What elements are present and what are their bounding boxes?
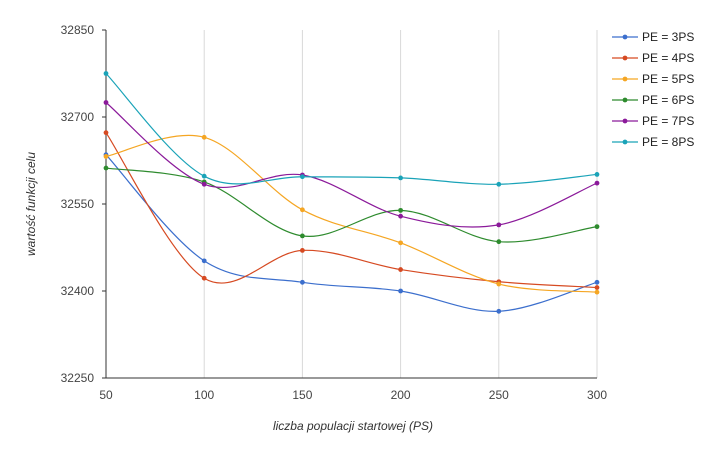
- data-point: [594, 279, 600, 285]
- data-point: [103, 165, 109, 171]
- x-tick-label: 250: [489, 388, 509, 402]
- data-point: [398, 267, 403, 272]
- x-tick-label: 50: [99, 388, 113, 402]
- data-point: [300, 207, 305, 213]
- data-point: [496, 181, 502, 187]
- series-line: [105, 167, 598, 243]
- legend-label: PE = 6PS: [642, 93, 694, 107]
- data-point: [594, 224, 600, 230]
- legend-swatch-marker: [622, 139, 628, 145]
- series-line: [105, 154, 598, 312]
- legend-swatch-marker: [622, 76, 628, 82]
- legend-label: PE = 3PS: [642, 30, 694, 44]
- data-point: [103, 71, 109, 76]
- legend-item: PE = 7PS: [612, 114, 694, 128]
- data-point: [300, 233, 305, 239]
- data-point: [103, 154, 109, 159]
- series-2: [103, 130, 600, 290]
- data-point: [594, 172, 600, 177]
- data-point: [201, 181, 207, 187]
- data-point: [201, 173, 207, 179]
- legend-item: PE = 5PS: [612, 72, 694, 86]
- legend-item: PE = 6PS: [612, 93, 694, 107]
- y-tick-label: 32700: [61, 110, 95, 124]
- data-point: [201, 275, 207, 281]
- legend-item: PE = 8PS: [612, 135, 694, 149]
- legend-label: PE = 4PS: [642, 51, 694, 65]
- legend-item: PE = 4PS: [612, 51, 694, 65]
- data-point: [496, 281, 502, 287]
- data-point: [300, 174, 305, 180]
- series-6: [103, 71, 600, 187]
- legend: PE = 3PS PE = 4PS PE = 5PS PE = 6PS PE = 7PS…: [612, 30, 694, 149]
- data-point: [594, 180, 600, 186]
- y-tick-label: 32250: [61, 371, 95, 385]
- series-line: [105, 102, 598, 228]
- series-3: [103, 134, 600, 295]
- legend-swatch-marker: [622, 97, 628, 103]
- legend-label: PE = 5PS: [642, 72, 694, 86]
- axes-layer: 32250 32400 32550 32700 32850 50 100 150 200 250 3…: [61, 23, 608, 402]
- data-point: [201, 134, 207, 140]
- x-axis-title: liczba populacji startowej (PS): [273, 419, 433, 433]
- legend-swatch-marker: [622, 34, 628, 40]
- data-point: [398, 175, 403, 181]
- series-line: [105, 134, 598, 293]
- series-line: [105, 132, 598, 289]
- x-tick-label: 100: [194, 388, 214, 402]
- legend-item: PE = 3PS: [612, 30, 694, 44]
- data-point: [300, 248, 305, 253]
- data-point: [398, 213, 403, 219]
- y-tick-label: 32400: [61, 284, 95, 298]
- data-point: [300, 279, 305, 285]
- data-point: [496, 239, 502, 245]
- y-tick-label: 32550: [61, 197, 95, 211]
- series-1: [103, 152, 600, 314]
- series-layer: [103, 71, 600, 314]
- data-point: [594, 285, 600, 290]
- legend-label: PE = 8PS: [642, 135, 694, 149]
- grid-layer: [105, 30, 598, 378]
- data-point: [201, 258, 207, 264]
- data-point: [398, 207, 403, 213]
- series-5: [103, 100, 600, 228]
- x-tick-label: 150: [292, 388, 312, 402]
- data-point: [496, 308, 502, 314]
- y-tick-label: 32850: [61, 23, 95, 37]
- legend-swatch-marker: [622, 118, 628, 124]
- series-line: [105, 73, 598, 185]
- legend-label: PE = 7PS: [642, 114, 694, 128]
- data-point: [398, 288, 403, 294]
- x-tick-label: 300: [587, 388, 607, 402]
- data-point: [103, 130, 109, 136]
- data-point: [103, 100, 109, 105]
- x-tick-label: 200: [391, 388, 411, 402]
- y-axis-title: wartość funkcji celu: [24, 152, 38, 256]
- data-point: [496, 222, 502, 228]
- data-point: [594, 289, 600, 295]
- data-point: [398, 240, 403, 246]
- legend-swatch-marker: [622, 55, 628, 61]
